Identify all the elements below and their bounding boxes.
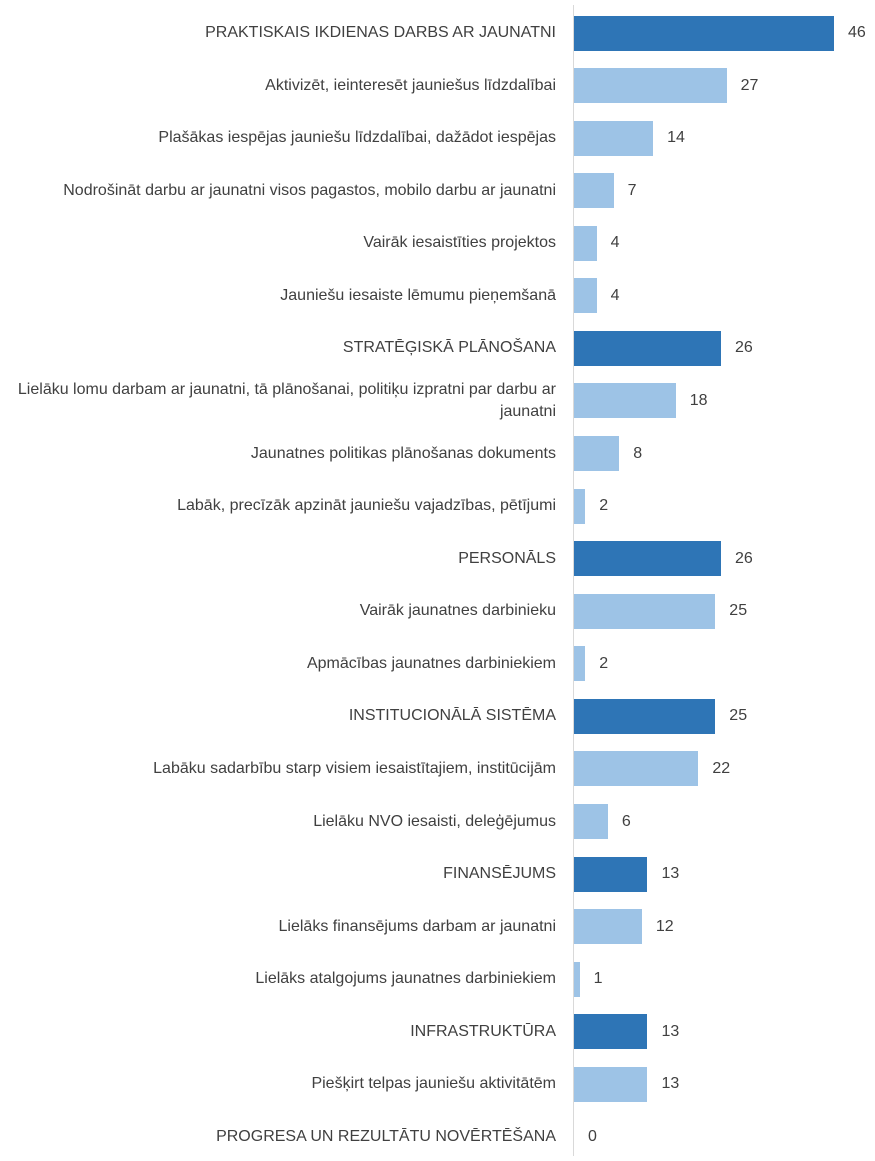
- value-label: 13: [661, 865, 680, 883]
- category-label: INFRASTRUKTŪRA: [410, 1022, 556, 1040]
- value-label: 18: [689, 391, 708, 409]
- value-label: 13: [661, 1075, 680, 1093]
- bar: [574, 698, 716, 734]
- value-label: 2: [599, 654, 609, 672]
- category-label: Jauniešu iesaiste lēmumu pieņemšanā: [280, 286, 556, 304]
- value-label: 14: [667, 129, 685, 147]
- bar: [574, 961, 580, 997]
- bar: [574, 1066, 648, 1102]
- category-label: PERSONĀLS: [458, 549, 556, 567]
- category-label: Nodrošināt darbu ar jaunatni visos pagas…: [63, 181, 556, 199]
- value-label: 13: [661, 1022, 680, 1040]
- value-label: 6: [621, 812, 631, 830]
- category-label: Lielāku lomu darbam ar jaunatni, tā plān…: [17, 380, 556, 420]
- category-label: Piešķirt telpas jauniešu aktivitātēm: [311, 1075, 556, 1093]
- value-label: 26: [734, 339, 753, 357]
- axis-line: [573, 5, 574, 1156]
- bar: [574, 330, 721, 366]
- bar: [574, 909, 642, 945]
- bar: [574, 856, 648, 892]
- category-label: INSTITUCIONĀLĀ SISTĒMA: [348, 707, 556, 725]
- value-label: 2: [599, 497, 609, 515]
- value-label: 4: [610, 234, 620, 252]
- bar: [574, 15, 834, 51]
- bar: [574, 436, 620, 472]
- value-label: 25: [729, 707, 748, 725]
- bar: [574, 804, 608, 840]
- category-label: Aktivizēt, ieinteresēt jauniešus līdzdal…: [265, 76, 556, 94]
- value-label: 22: [712, 759, 731, 777]
- value-label: 46: [848, 24, 866, 41]
- category-label: STRATĒĢISKĀ PLĀNOŠANA: [342, 339, 556, 357]
- bar: [574, 1014, 648, 1050]
- value-label: 25: [729, 602, 748, 620]
- bar: [574, 541, 721, 577]
- category-label: Vairāk jaunatnes darbinieku: [359, 602, 556, 620]
- bar: [574, 593, 716, 629]
- value-label: 27: [740, 76, 759, 94]
- category-label: Lielāku NVO iesaisti, deleģējumus: [313, 812, 556, 830]
- category-label: Vairāk iesaistīties projektos: [363, 234, 556, 252]
- bar: [574, 488, 586, 524]
- category-label: PRAKTISKAIS IKDIENAS DARBS AR JAUNATNI: [205, 24, 556, 41]
- value-label: 7: [627, 181, 637, 199]
- bar: [574, 646, 586, 682]
- category-label: Plašākas iespējas jauniešu līdzdalībai, …: [158, 129, 556, 147]
- category-label: Labāk, precīzāk apzināt jauniešu vajadzī…: [177, 497, 556, 515]
- category-label: Lielāks atalgojums jaunatnes darbiniekie…: [255, 970, 556, 988]
- value-label: 1: [593, 970, 603, 988]
- value-label: 12: [655, 917, 674, 935]
- value-label: 26: [734, 549, 753, 567]
- category-label: Lielāks finansējums darbam ar jaunatni: [278, 917, 556, 935]
- value-label: 0: [588, 1127, 597, 1145]
- bar: [574, 173, 614, 209]
- bar: [574, 751, 699, 787]
- category-label: FINANSĒJUMS: [443, 865, 556, 883]
- bar: [574, 383, 676, 419]
- category-label: PROGRESA UN REZULTĀTU NOVĒRTĒŠANA: [216, 1127, 556, 1145]
- value-label: 8: [633, 444, 643, 462]
- category-label: Jaunatnes politikas plānošanas dokuments: [250, 444, 556, 462]
- category-label: Labāku sadarbību starp visiem iesaistīta…: [153, 759, 556, 777]
- bar: [574, 225, 597, 261]
- value-label: 4: [610, 286, 620, 304]
- bar: [574, 68, 727, 104]
- bar: [574, 278, 597, 314]
- category-label: Apmācības jaunatnes darbiniekiem: [306, 654, 556, 672]
- bar: [574, 120, 654, 156]
